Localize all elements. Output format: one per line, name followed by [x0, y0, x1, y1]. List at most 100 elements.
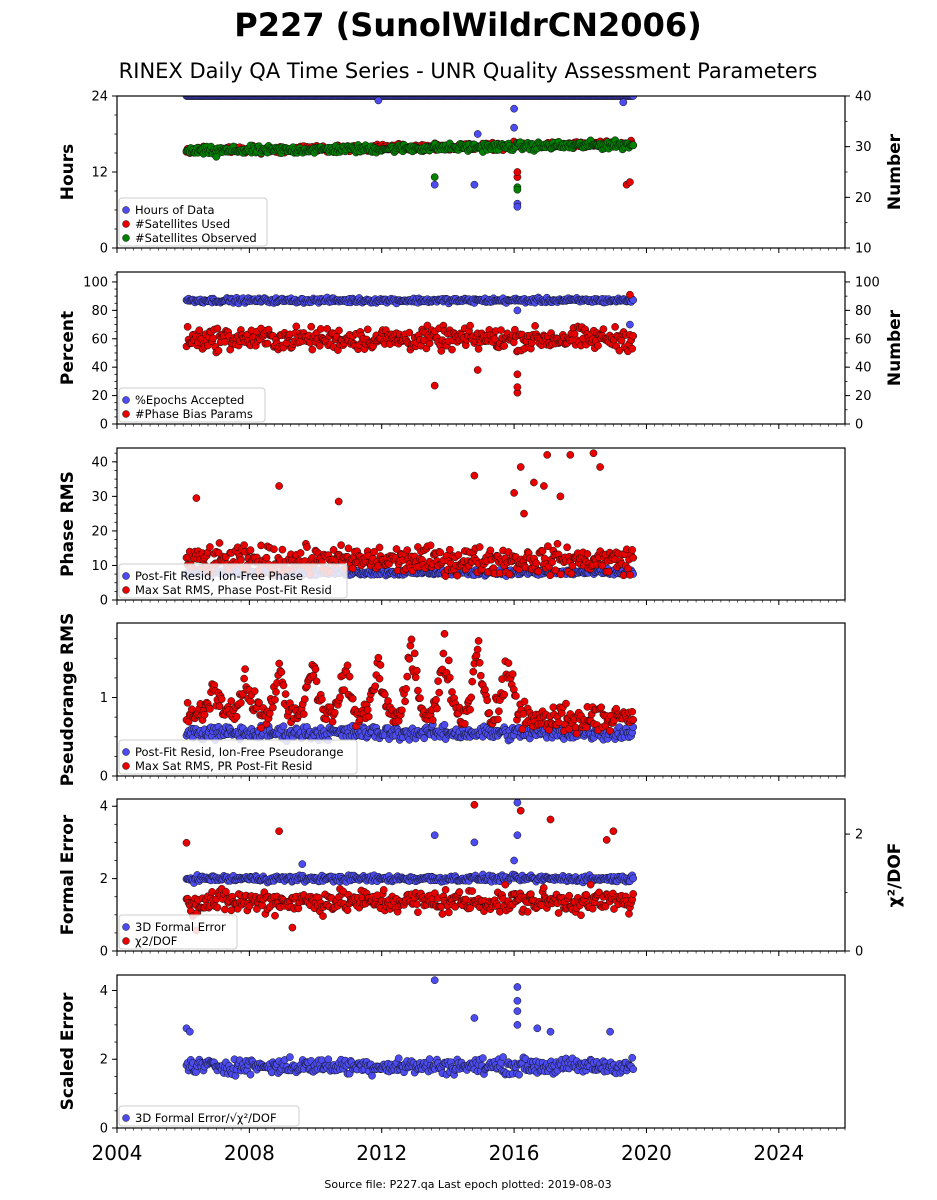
data-point: [275, 659, 284, 668]
legend: Post-Fit Resid, Ion-Free PseudorangeMax …: [118, 739, 358, 775]
outlier-point: [516, 463, 525, 471]
y-tick-label: 0: [100, 242, 108, 257]
legend-marker: [122, 234, 130, 242]
legend-box: [118, 197, 268, 247]
data-point: [296, 549, 305, 557]
data-point: [393, 566, 402, 575]
data-point: [483, 696, 492, 705]
outlier-point: [513, 383, 522, 391]
legend-entry: Max Sat RMS, PR Post-Fit Resid: [135, 759, 312, 773]
data-point: [376, 661, 385, 669]
y-tick-label: 24: [91, 90, 108, 105]
data-point: [512, 692, 520, 700]
data-point: [271, 695, 279, 704]
data-point: [411, 673, 420, 682]
data-point: [562, 699, 570, 708]
data-point: [466, 705, 474, 714]
data-point: [370, 547, 378, 556]
right-axis-label: Number: [885, 309, 905, 386]
data-point: [402, 684, 410, 693]
outlier-point: [334, 497, 343, 506]
data-point: [628, 344, 637, 353]
figure-title: P227 (SunolWildrCN2006): [234, 6, 701, 44]
data-point: [473, 645, 482, 654]
data-point: [401, 697, 409, 706]
legend-entry: #Satellites Observed: [135, 231, 257, 245]
data-point: [441, 572, 450, 580]
data-point: [250, 687, 259, 695]
outlier-point: [510, 489, 518, 497]
series-pseudorange_rms-1: [182, 629, 638, 738]
data-point: [474, 637, 483, 645]
outlier-point: [589, 449, 598, 458]
data-point: [374, 653, 383, 662]
data-point: [187, 705, 196, 714]
data-point: [265, 709, 274, 718]
legend-entry: Post-Fit Resid, Ion-Free Pseudorange: [135, 745, 343, 759]
right-y-tick-label: 20: [855, 191, 872, 206]
data-point: [262, 553, 271, 562]
data-point: [279, 722, 288, 731]
legend-marker: [122, 762, 130, 770]
right-y-tick-label: 40: [855, 90, 872, 105]
data-point: [371, 682, 380, 691]
right-y-tick-label: 40: [855, 361, 872, 376]
data-point: [440, 629, 449, 638]
data-point: [628, 546, 637, 554]
data-point: [278, 545, 287, 554]
data-point: [316, 325, 325, 333]
legend: Hours of Data#Satellites Used#Satellites…: [118, 197, 268, 247]
data-point: [213, 324, 222, 333]
data-point: [272, 688, 280, 696]
data-points: [182, 96, 638, 211]
outlier-point: [513, 202, 522, 211]
right-y-tick-label: 30: [855, 140, 872, 155]
outlier-point: [510, 856, 518, 865]
data-point: [500, 690, 509, 699]
data-point: [329, 546, 338, 554]
y-tick-label: 0: [100, 770, 108, 785]
data-point: [544, 542, 552, 551]
data-point: [469, 667, 478, 676]
data-point: [475, 658, 484, 667]
data-point: [582, 723, 591, 732]
data-point: [271, 911, 279, 920]
data-point: [403, 672, 412, 681]
outlier-point: [470, 838, 479, 847]
data-point: [315, 341, 324, 350]
right-y-tick-label: 100: [855, 275, 880, 290]
outlier-point: [298, 860, 307, 868]
data-point: [237, 698, 245, 707]
y-axis-label: Pseudorange RMS: [58, 613, 78, 787]
data-point: [407, 635, 416, 644]
data-point: [534, 567, 543, 576]
data-point: [554, 718, 563, 727]
outlier-point: [626, 178, 634, 186]
y-tick-label: 12: [91, 166, 108, 181]
data-point: [299, 710, 308, 718]
data-point: [406, 641, 415, 650]
data-point: [405, 328, 414, 337]
outlier-point: [513, 799, 522, 807]
legend-marker: [122, 220, 130, 228]
data-point: [240, 674, 248, 683]
data-point: [553, 539, 562, 548]
y-tick-label: 100: [83, 275, 108, 290]
data-point: [348, 694, 357, 703]
data-point: [263, 339, 272, 348]
outlier-point: [430, 381, 439, 390]
data-point: [599, 325, 608, 333]
data-point: [343, 661, 352, 670]
outlier-point: [513, 370, 522, 379]
y-tick-label: 60: [91, 332, 108, 347]
legend-box: [118, 563, 348, 599]
data-points: [182, 629, 638, 746]
legend-marker: [122, 748, 130, 756]
data-point: [363, 705, 372, 714]
data-point: [445, 545, 454, 554]
right-axis-label: Number: [885, 133, 905, 210]
right-y-tick-label: 20: [855, 389, 872, 404]
